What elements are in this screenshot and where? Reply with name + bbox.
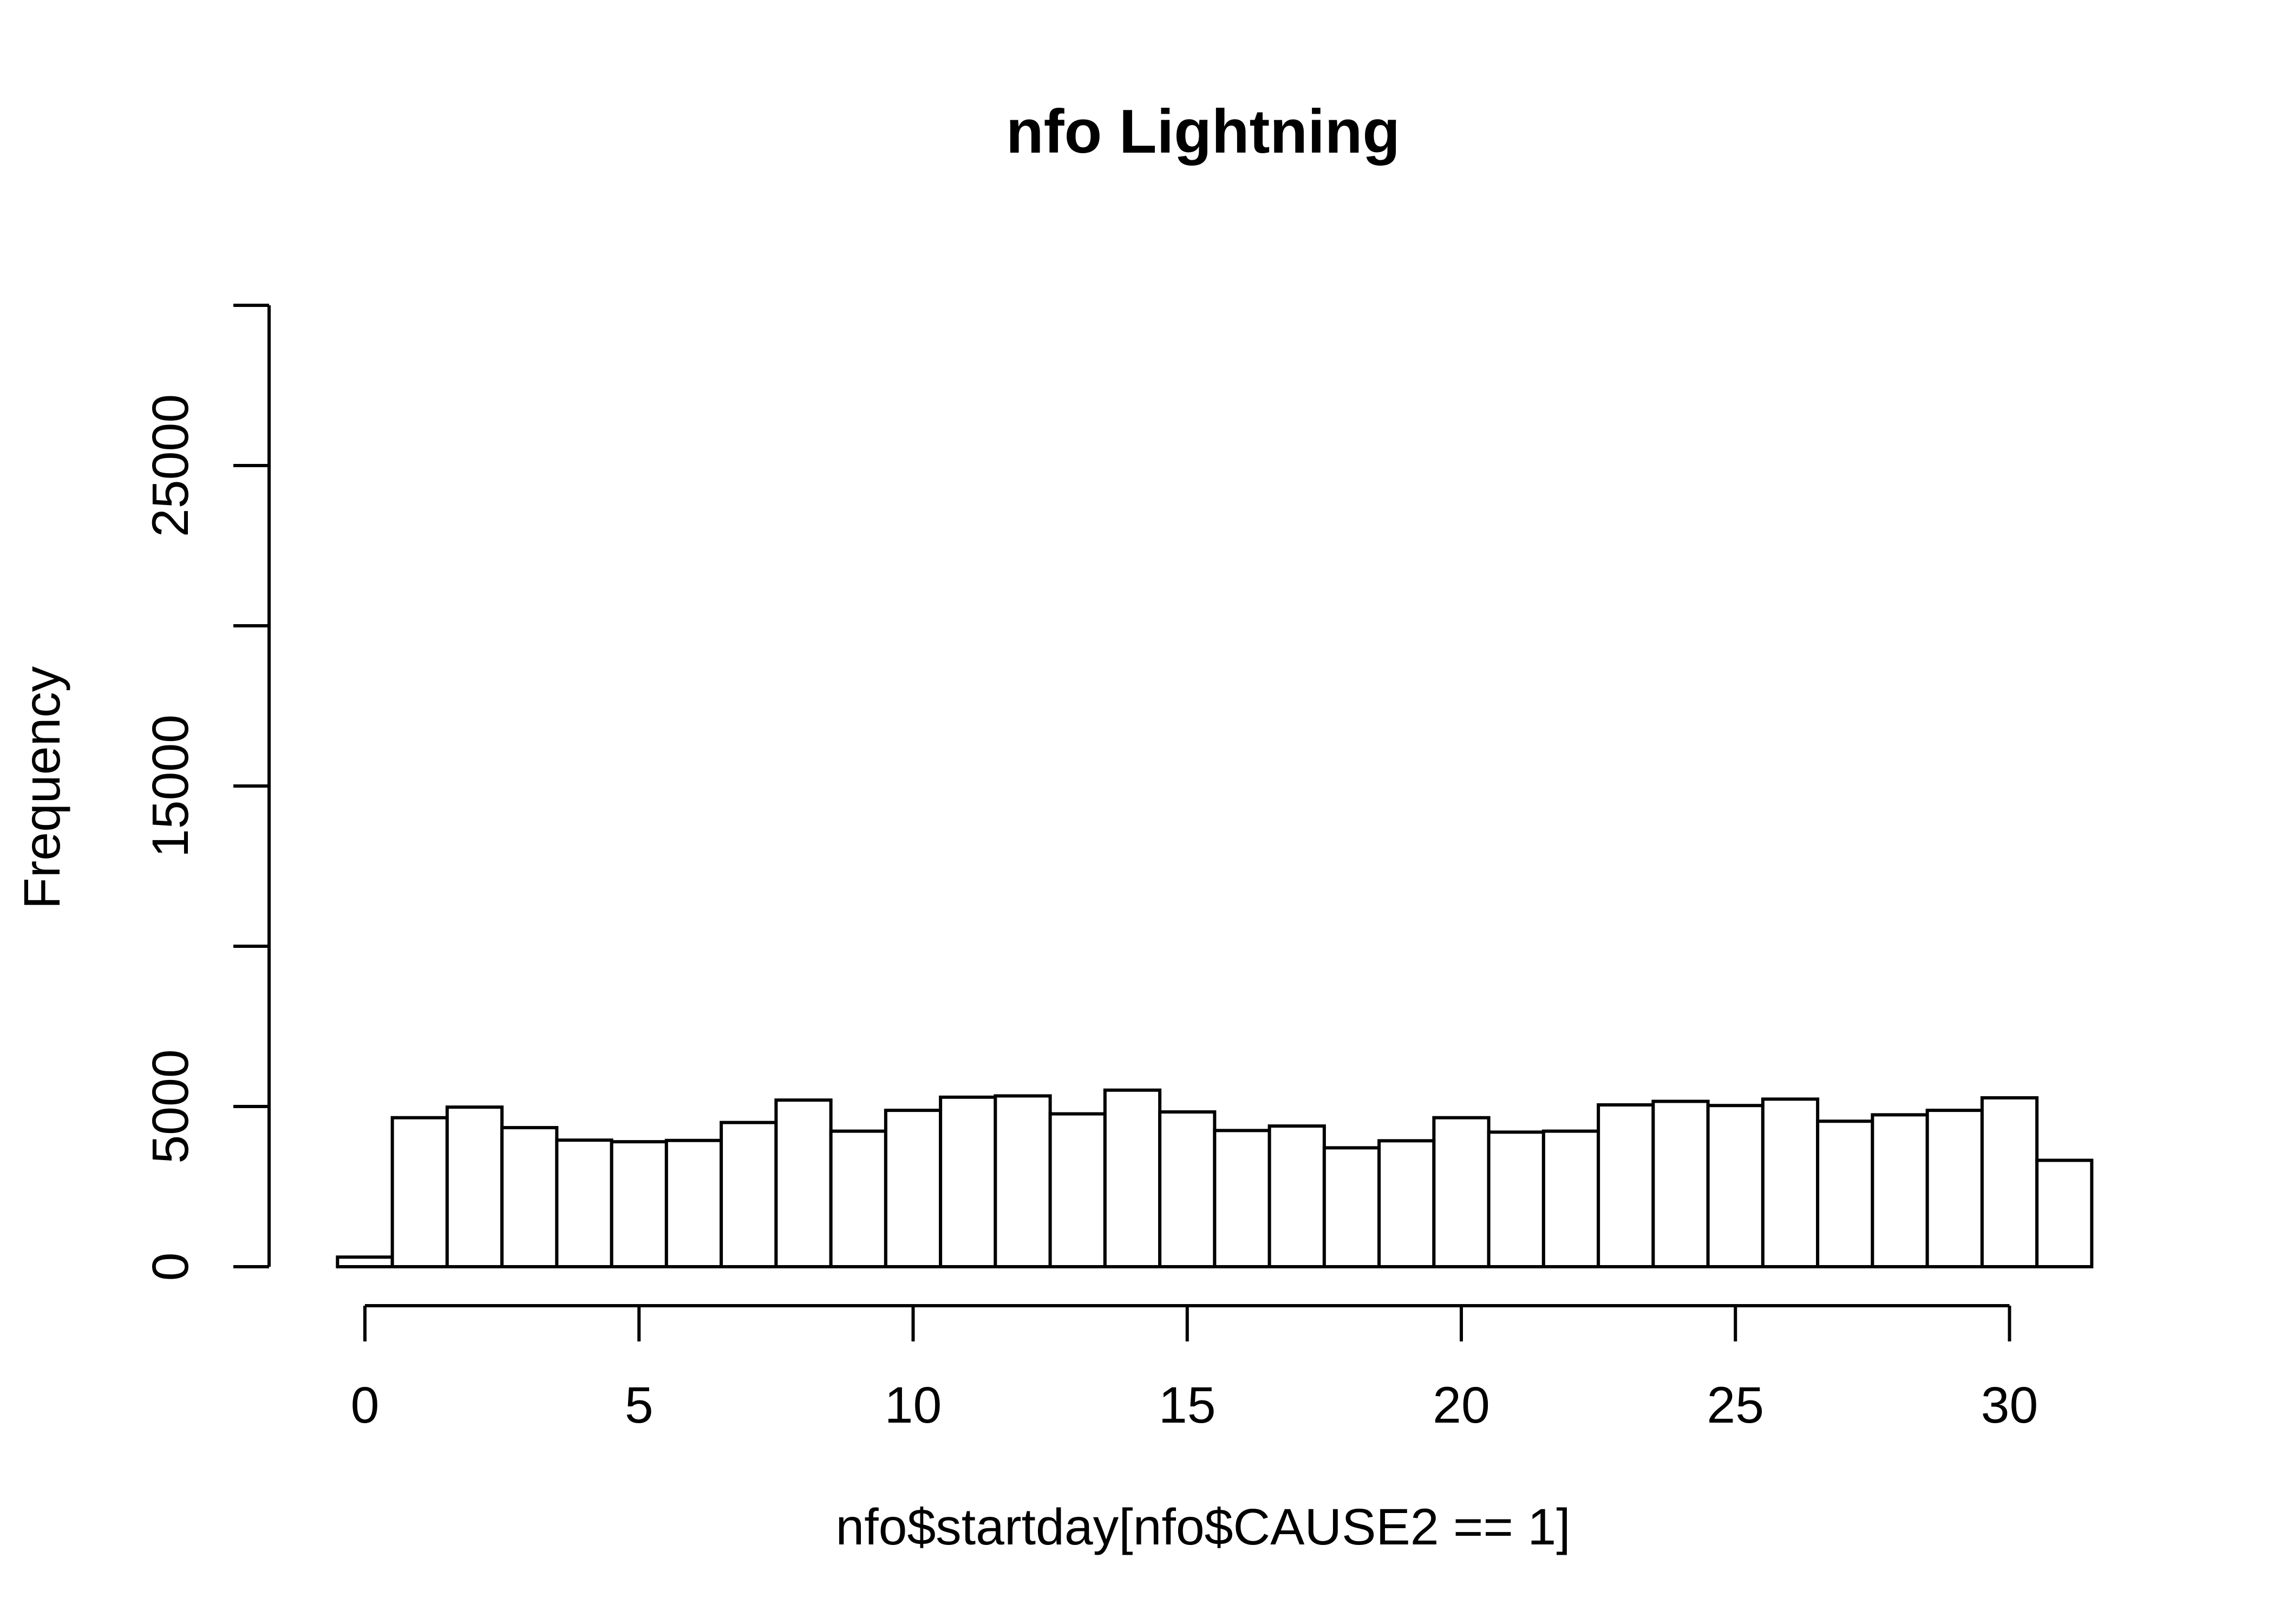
y-axis-label: Frequency [14,666,71,909]
histogram-bar [1925,1109,1984,1268]
y-tick-label: 5000 [142,1049,199,1163]
histogram-bar [1761,1097,1820,1269]
histogram-bar [664,1138,723,1268]
x-tick-label: 15 [1159,1377,1216,1434]
histogram-bar [1432,1116,1491,1268]
histogram-bar [1377,1139,1436,1268]
histogram-bar [1267,1124,1326,1269]
y-tick-label: 0 [142,1253,199,1281]
x-tick-label: 5 [625,1377,654,1434]
histogram-bar [1706,1104,1765,1268]
histogram-bar [1048,1112,1107,1268]
histogram-bar [555,1138,613,1268]
bars-group [336,1088,2094,1269]
x-tick-label: 25 [1707,1377,1764,1434]
x-axis-label: nfo$startday[nfo$CAUSE2 == 1] [835,1498,1570,1556]
x-tick-label: 20 [1433,1377,1490,1434]
histogram-bar [1816,1119,1874,1268]
histogram-bar [1651,1099,1710,1268]
x-tick-label: 30 [1981,1377,2038,1434]
x-tick-label: 10 [885,1377,942,1434]
histogram-bar [1103,1088,1162,1268]
histogram-bar [829,1129,887,1268]
histogram-bar [445,1105,504,1268]
histogram-bar [1213,1129,1271,1268]
y-tick-label: 15000 [142,715,199,857]
histogram-bar [720,1121,778,1269]
y-axis: 0 5000 15000 25000 [142,304,271,1281]
histogram-bar [884,1109,943,1268]
histogram-bar [1322,1146,1381,1268]
histogram-bar [1980,1096,2039,1268]
histogram-bar [1541,1129,1600,1268]
histogram-bar [336,1255,394,1268]
y-tick-label: 25000 [142,394,199,537]
histogram-bar [774,1098,833,1269]
histogram-bar [500,1126,559,1269]
histogram-bar [1487,1130,1545,1269]
histogram-bar [2035,1158,2094,1269]
chart-title: nfo Lightning [1006,97,1400,166]
histogram-bar [390,1116,449,1268]
x-tick-label: 0 [351,1377,380,1434]
histogram-bar [939,1095,997,1269]
histogram-bar [610,1140,668,1269]
histogram-bar [1871,1113,1929,1269]
histogram-bar [1597,1103,1655,1269]
histogram-bar [994,1094,1052,1268]
x-axis: 0 5 10 15 20 25 30 [351,1304,2038,1434]
histogram-bar [1158,1110,1217,1268]
